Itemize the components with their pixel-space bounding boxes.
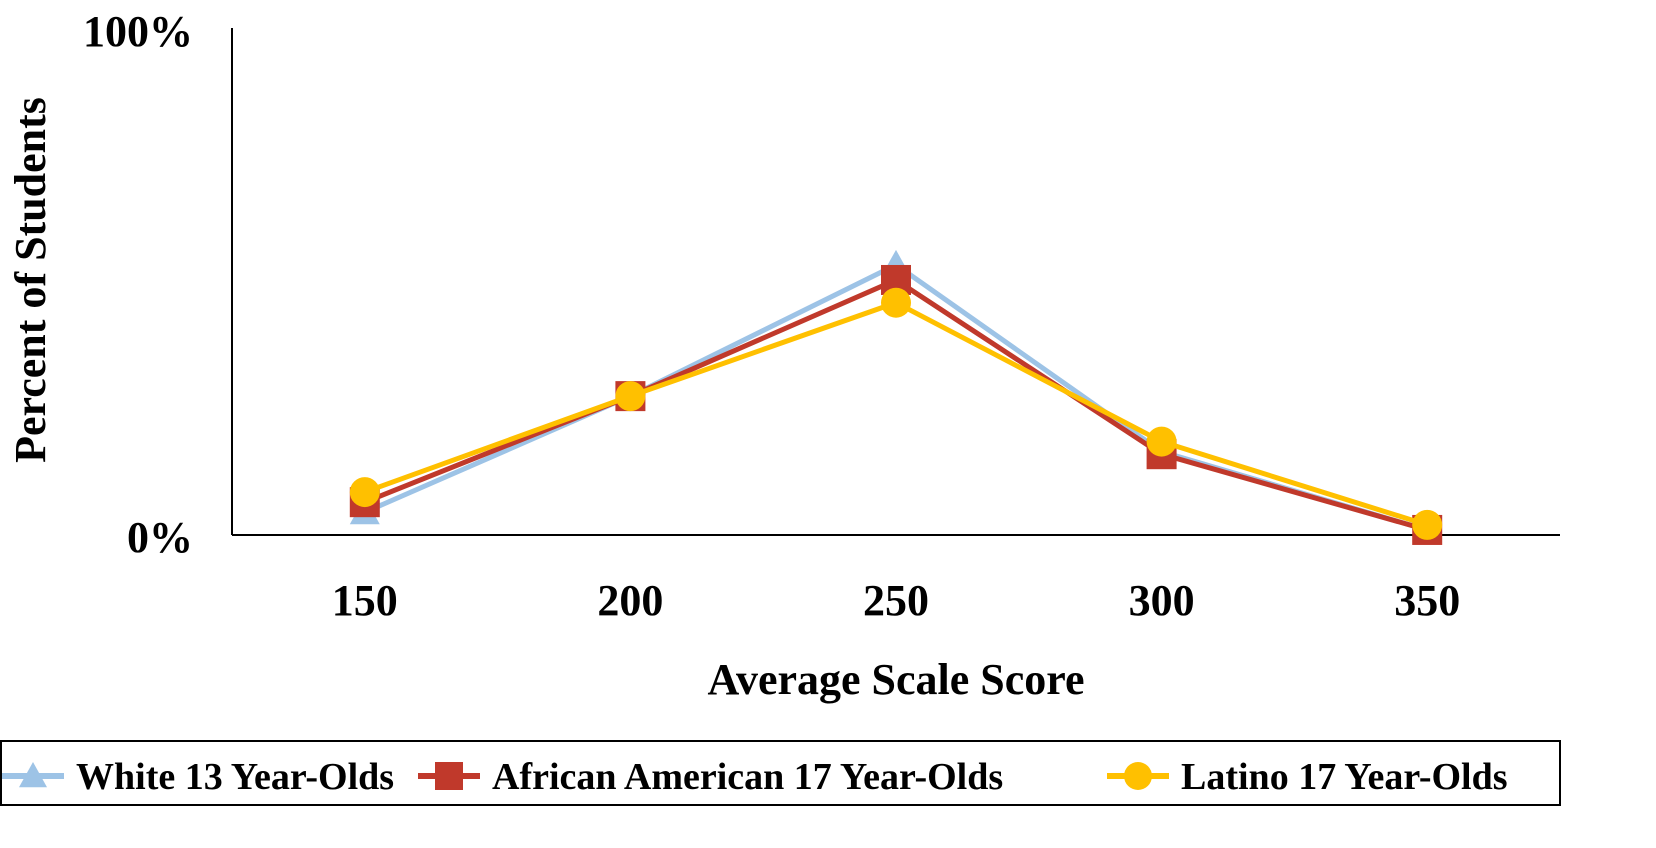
series-point [881, 287, 911, 318]
legend-label: Latino 17 Year-Olds [1181, 756, 1508, 798]
x-tick-label: 300 [1129, 576, 1195, 625]
series-line [363, 300, 1428, 528]
series-3 [349, 287, 1443, 540]
legend-item: White 13 Year-Olds [2, 756, 394, 798]
legend-item: African American 17 Year-Olds [418, 756, 1003, 798]
y-tick-label-min: 0% [127, 513, 193, 562]
series-point [1412, 509, 1443, 540]
x-tick-label: 150 [332, 576, 398, 625]
series-point [349, 477, 380, 508]
x-axis-title: Average Scale Score [707, 655, 1084, 704]
series-point [615, 381, 646, 412]
y-axis-title: Percent of Students [6, 97, 55, 463]
legend: White 13 Year-Olds African American 17 Ye… [0, 740, 1561, 806]
x-tick-label: 200 [597, 576, 663, 625]
x-tick-label: 350 [1394, 576, 1460, 625]
y-tick-label-max: 100% [83, 7, 193, 56]
legend-marker-swatch [19, 762, 47, 788]
legend-item: Latino 17 Year-Olds [1107, 756, 1508, 798]
legend-label: White 13 Year-Olds [76, 756, 394, 798]
legend-marker-swatch [435, 762, 463, 790]
legend-label: African American 17 Year-Olds [492, 756, 1003, 798]
legend-box [0, 740, 1561, 806]
x-tick-label: 250 [863, 576, 929, 625]
legend-marker-swatch [1124, 762, 1152, 790]
plot-area: 150 200 250 300 350 [231, 28, 1560, 625]
series-point [1146, 426, 1177, 457]
